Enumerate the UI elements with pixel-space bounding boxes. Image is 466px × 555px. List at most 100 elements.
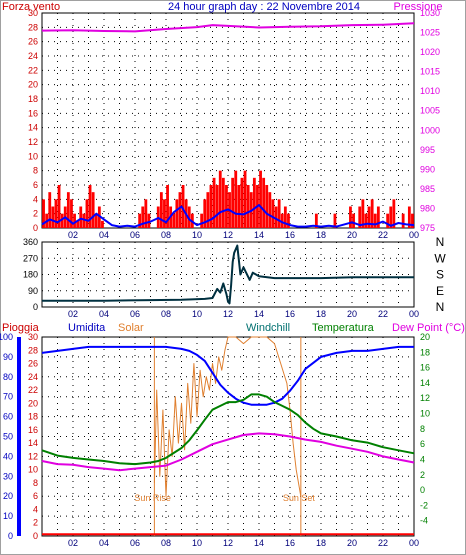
wind-ytick-14: 14 — [28, 123, 38, 133]
wind-ytick-20: 20 — [28, 80, 38, 90]
mid-ytick-8: 8 — [33, 478, 38, 488]
wind-bar-0 — [42, 199, 45, 228]
mid-ytick-10: 10 — [28, 465, 38, 475]
temp-xtick-06: 06 — [130, 538, 140, 548]
wind-xtick-18: 18 — [316, 230, 326, 240]
pressure-ytick-1030: 1030 — [420, 8, 440, 18]
wind-xtick-20: 20 — [347, 230, 357, 240]
wind-bar-94 — [333, 213, 337, 228]
wind-bar-5 — [57, 185, 61, 228]
wind-ytick-26: 26 — [28, 37, 38, 47]
humidity-line — [41, 345, 414, 406]
temp-ytick--4: -4 — [420, 516, 428, 526]
wind-bar-15 — [88, 185, 92, 228]
wind-bar-45 — [181, 185, 185, 228]
panel-wind-frame — [41, 12, 415, 229]
wind-ytick-8: 8 — [33, 166, 38, 176]
wind-bar-6 — [60, 213, 64, 228]
rain-ytick-100: 100 — [0, 332, 13, 342]
compass-1: W — [434, 251, 446, 265]
wind-bar-47 — [187, 206, 191, 228]
wind-bar-108 — [376, 206, 380, 228]
wind-bar-70 — [259, 170, 262, 228]
mid-ytick-18: 18 — [28, 412, 38, 422]
rain-ytick-0: 0 — [8, 531, 13, 541]
rain-label: Pioggia — [2, 322, 40, 334]
wind-bar-13 — [82, 213, 86, 228]
mid-ytick-2: 2 — [33, 518, 38, 528]
wind-ytick-22: 22 — [28, 65, 38, 75]
wind-bar-32 — [141, 206, 145, 228]
wind-bar-16 — [91, 192, 95, 228]
wind-bar-10 — [73, 213, 76, 228]
wind-ytick-30: 30 — [28, 8, 38, 18]
wind-bar-43 — [175, 199, 179, 228]
wind-bar-66 — [246, 185, 250, 228]
wind-xtick-08: 08 — [161, 230, 171, 240]
rain-ytick-10: 10 — [3, 511, 13, 521]
wind-bar-58 — [221, 177, 225, 228]
wind-bar-118 — [407, 206, 411, 228]
temp-ytick-2: 2 — [420, 470, 425, 480]
mid-ytick-12: 12 — [28, 451, 38, 461]
mid-ytick-16: 16 — [28, 425, 38, 435]
pressure-ytick-1000: 1000 — [420, 125, 440, 135]
temp-xtick-20: 20 — [347, 538, 357, 548]
rain-axis-bar — [17, 337, 21, 536]
pressure-ytick-1010: 1010 — [420, 86, 440, 96]
wind-bar-44 — [178, 192, 182, 228]
temperature-line — [41, 393, 415, 466]
mid-ytick-24: 24 — [28, 372, 38, 382]
direction-line — [42, 244, 414, 305]
direction-xtick-12: 12 — [223, 309, 233, 319]
temp-xtick-22: 22 — [378, 538, 388, 548]
temp-xtick-16: 16 — [285, 538, 295, 548]
wind-xtick-22: 22 — [378, 230, 388, 240]
wind-bar-113 — [392, 199, 396, 228]
wind-xtick-00: 00 — [409, 230, 419, 240]
wind-ytick-12: 12 — [28, 137, 38, 147]
temp-ytick-8: 8 — [420, 424, 425, 434]
rain-ytick-60: 60 — [3, 412, 13, 422]
temp-ytick--2: -2 — [420, 500, 428, 510]
gust-line — [41, 204, 415, 228]
pressure-ytick-975: 975 — [420, 223, 435, 233]
wind-bar-53 — [206, 192, 210, 228]
wind-bar-14 — [85, 199, 89, 228]
wind-bar-19 — [101, 220, 104, 228]
dewpoint-label: Dew Point (°C) — [392, 322, 465, 334]
direction-ytick-0: 0 — [33, 302, 38, 312]
wind-force-label: Forza vento — [2, 1, 60, 13]
wind-bar-33 — [144, 199, 148, 228]
direction-xtick-16: 16 — [285, 309, 295, 319]
wind-bar-2 — [48, 192, 52, 228]
wind-bar-52 — [203, 199, 207, 228]
wind-ytick-6: 6 — [33, 180, 38, 190]
wind-bar-40 — [166, 185, 169, 228]
rain-ytick-40: 40 — [3, 451, 13, 461]
wind-bar-65 — [243, 170, 247, 228]
wind-bar-75 — [274, 206, 278, 228]
wind-bar-11 — [76, 220, 80, 228]
pressure-label: Pressione — [394, 1, 443, 13]
pressure-ytick-990: 990 — [420, 164, 435, 174]
temp-ytick-14: 14 — [420, 378, 430, 388]
wind-bar-63 — [237, 185, 241, 228]
wind-bar-38 — [159, 192, 163, 228]
temp-xtick-12: 12 — [223, 538, 233, 548]
temp-xtick-02: 02 — [68, 538, 78, 548]
temperature-label: Temperatura — [312, 322, 375, 334]
wind-bar-103 — [361, 199, 365, 228]
temp-xtick-18: 18 — [316, 538, 326, 548]
wind-bar-4 — [54, 199, 58, 228]
humidity-label: Umidita — [68, 322, 106, 334]
pressure-ytick-1025: 1025 — [420, 28, 440, 38]
rain-ytick-50: 50 — [3, 432, 13, 442]
direction-xtick-06: 06 — [130, 309, 140, 319]
direction-xtick-02: 02 — [68, 309, 78, 319]
wind-bar-56 — [215, 185, 219, 228]
wind-bar-74 — [271, 199, 275, 228]
wind-bar-39 — [163, 199, 166, 228]
rain-ytick-30: 30 — [3, 471, 13, 481]
temp-ytick-12: 12 — [420, 393, 430, 403]
